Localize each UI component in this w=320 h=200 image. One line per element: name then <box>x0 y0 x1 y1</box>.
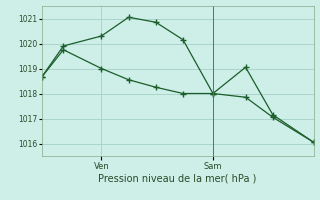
X-axis label: Pression niveau de la mer( hPa ): Pression niveau de la mer( hPa ) <box>99 173 257 183</box>
